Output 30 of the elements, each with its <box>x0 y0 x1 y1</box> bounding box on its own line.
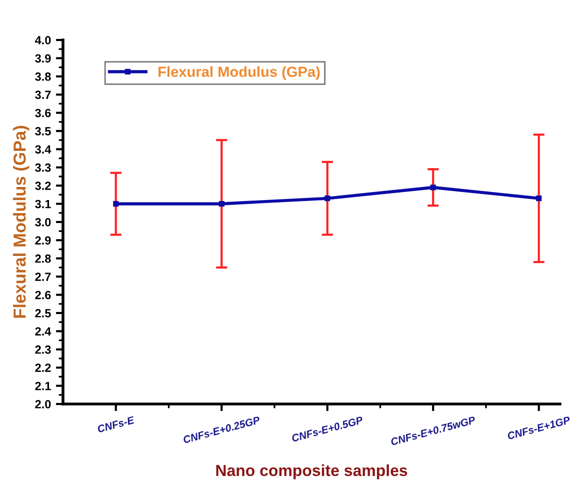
y-tick-label: 3.3 <box>35 163 51 172</box>
y-tick-label: 3.9 <box>35 54 51 63</box>
y-tick-label: 3.1 <box>35 200 51 208</box>
y-tick-label: 2.5 <box>35 309 51 318</box>
y-tick-label: 2.9 <box>35 236 51 245</box>
y-tick-label: 2.6 <box>35 290 51 300</box>
y-tick-label: 2.7 <box>35 272 51 281</box>
y-tick-label: 3.7 <box>35 90 51 100</box>
y-tick-label: 2.0 <box>35 400 51 408</box>
x-tick-label: CNFs-E <box>97 416 136 433</box>
y-tick-label: 4.0 <box>34 36 51 44</box>
point <box>536 196 542 202</box>
legend-label: Flexural Modulus (GPa) <box>158 66 320 80</box>
y-tick-label: 3.4 <box>35 145 52 154</box>
point <box>324 196 330 202</box>
point <box>218 201 224 207</box>
y-axis-title: Flexural Modulus (GPa) <box>13 126 30 318</box>
y-tick-label: 2.1 <box>35 382 51 390</box>
x-axis-title: Nano composite samples <box>216 464 408 480</box>
y-tick-label: 3.8 <box>35 72 51 81</box>
point <box>113 201 119 207</box>
y-tick-label: 3.6 <box>35 108 51 118</box>
y-tick-label: 2.2 <box>35 364 51 372</box>
point <box>430 184 436 190</box>
y-tick-label: 2.4 <box>35 327 52 336</box>
y-tick-label: 3.2 <box>35 182 51 190</box>
y-tick-label: 2.8 <box>35 254 51 263</box>
y-tick-label: 2.3 <box>35 345 51 354</box>
y-tick-label: 3.5 <box>35 127 51 136</box>
y-tick-label: 3.0 <box>35 218 51 226</box>
